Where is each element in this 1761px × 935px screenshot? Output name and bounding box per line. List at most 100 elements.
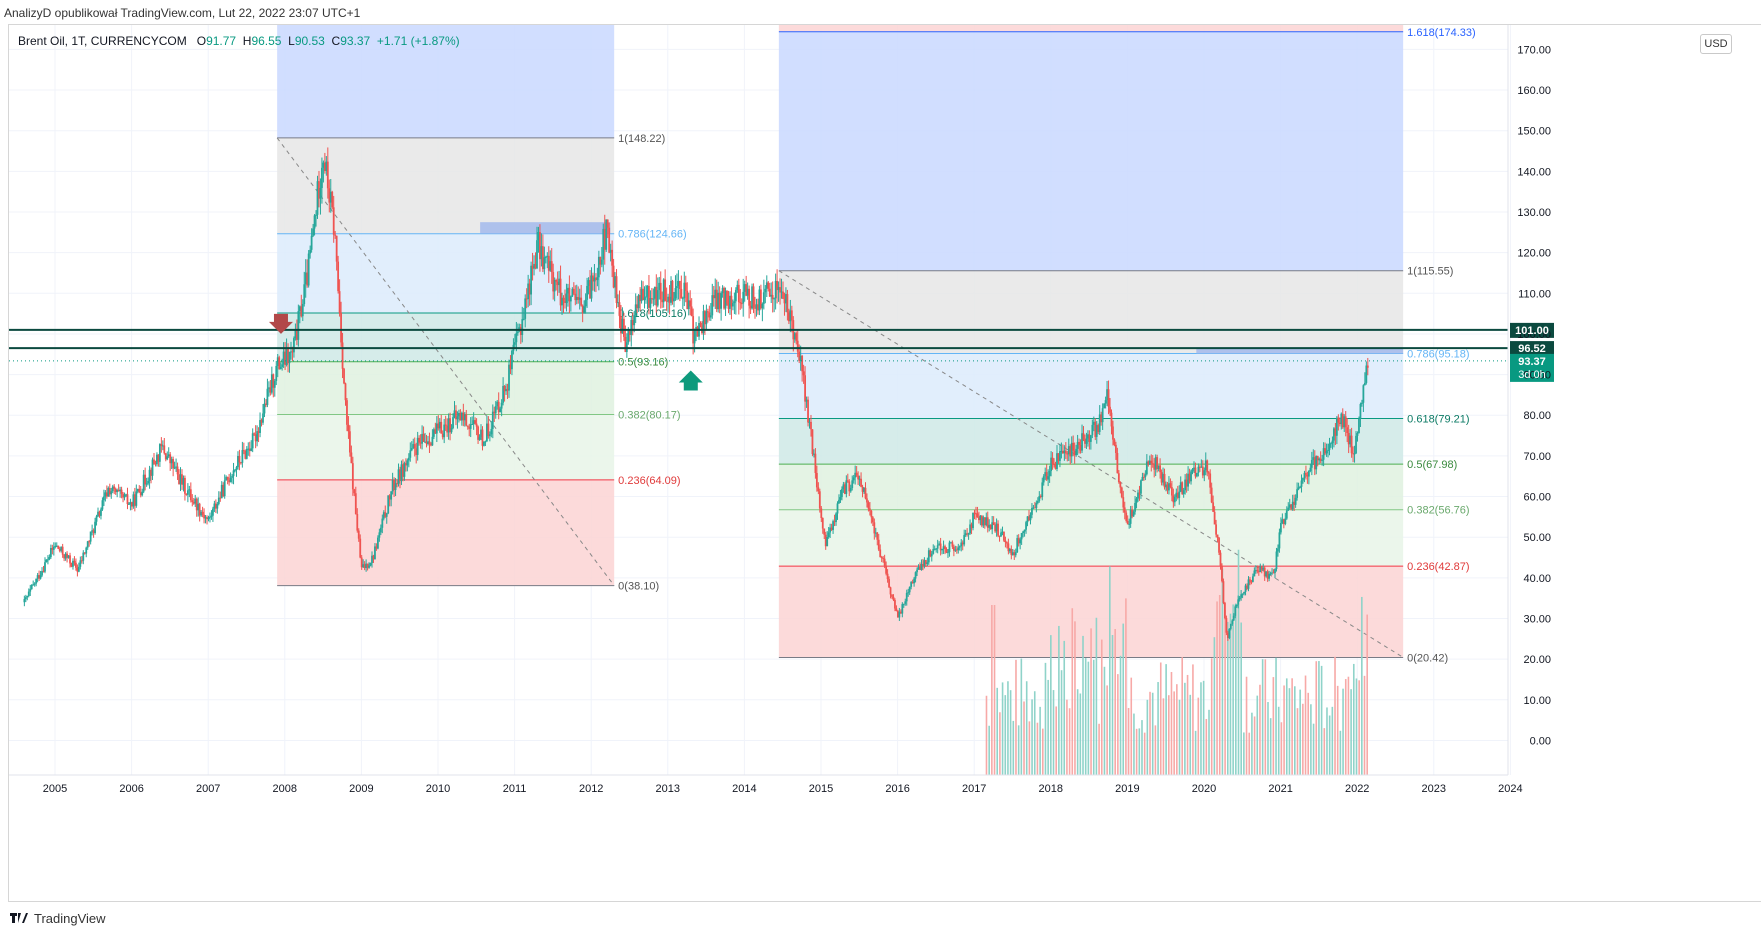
candle-body — [181, 474, 183, 485]
candle-body — [876, 532, 879, 540]
volume-bar — [1245, 676, 1248, 775]
symbol-name[interactable]: Brent Oil, 1T, CURRENCYCOM — [18, 34, 187, 48]
candle-body — [1182, 490, 1185, 495]
candle-body — [1250, 581, 1253, 583]
candle-body — [614, 276, 616, 288]
footer-brand: TradingView — [10, 911, 106, 926]
candle-body — [561, 297, 563, 306]
candle-body — [350, 452, 353, 464]
candle-body — [312, 228, 314, 236]
candle-body — [886, 573, 889, 580]
candle-body — [757, 304, 759, 311]
candle-body — [600, 259, 603, 265]
candle-body — [1316, 455, 1319, 461]
candle-body — [898, 611, 901, 618]
candle-body — [1031, 507, 1033, 515]
low-value: 90.53 — [294, 34, 325, 48]
candle-body — [642, 288, 644, 301]
candle-body — [133, 494, 136, 506]
candle-body — [26, 595, 29, 598]
candle-body — [343, 368, 345, 384]
candle-body — [681, 298, 684, 300]
candle-body — [894, 600, 896, 609]
candle-body — [391, 479, 394, 492]
fib2-level-label: 1.618(174.33) — [1407, 27, 1476, 39]
candle-body — [1257, 571, 1260, 573]
volume-bar — [1339, 730, 1342, 775]
candle-body — [704, 311, 706, 325]
candle-body — [1237, 599, 1240, 605]
candle-body — [913, 578, 915, 584]
candle-body — [558, 278, 560, 286]
candle-body — [459, 413, 462, 421]
volume-bar — [1320, 665, 1323, 775]
candle-body — [621, 318, 624, 334]
volume-bar — [1071, 608, 1074, 775]
candle-body — [1119, 482, 1122, 488]
candle-body — [534, 263, 537, 269]
candle-body — [926, 562, 929, 565]
candle-body — [1076, 441, 1079, 449]
volume-bar — [1344, 679, 1347, 775]
candle-body — [1067, 446, 1070, 455]
candle-body — [1333, 428, 1335, 441]
candle-body — [1191, 469, 1194, 472]
candle-body — [907, 592, 910, 594]
candle-body — [958, 546, 961, 548]
candle-body — [970, 524, 973, 529]
candle-body — [922, 564, 924, 566]
candle-body — [826, 536, 829, 547]
candle-body — [493, 411, 496, 414]
currency-button[interactable]: USD — [1700, 34, 1732, 54]
volume-bar — [1151, 692, 1154, 775]
candle-body — [138, 488, 141, 493]
candle-body — [954, 549, 957, 551]
volume-bar — [1315, 661, 1318, 775]
candle-body — [275, 365, 278, 381]
candle-body — [1117, 473, 1120, 483]
candle-body — [291, 351, 294, 353]
candle-body — [359, 538, 362, 558]
volume-bar — [1275, 657, 1277, 775]
candle-body — [466, 425, 469, 427]
candle-body — [546, 255, 549, 257]
candle-body — [1059, 451, 1061, 461]
candle-body — [852, 477, 855, 481]
candle-body — [671, 280, 674, 302]
candle-body — [827, 532, 830, 537]
candle-body — [465, 414, 468, 426]
candle-body — [406, 460, 409, 466]
candle-body — [1123, 507, 1126, 513]
candle-body — [1091, 424, 1094, 436]
candle-body — [1279, 523, 1282, 533]
candle-body — [499, 408, 502, 413]
candle-body — [194, 498, 197, 504]
candle-body — [1256, 570, 1259, 572]
candle-body — [1246, 585, 1248, 589]
candle-body — [462, 412, 465, 421]
candle-body — [549, 261, 552, 271]
volume-bar — [1165, 664, 1167, 775]
candle-body — [662, 279, 665, 303]
candle-body — [695, 327, 697, 330]
candle-body — [505, 388, 507, 392]
candle-body — [864, 487, 867, 499]
candle-body — [201, 511, 204, 515]
candle-body — [759, 289, 762, 309]
candle-body — [1047, 476, 1050, 480]
candle-body — [335, 235, 338, 262]
candle-body — [1145, 461, 1148, 475]
candle-body — [247, 448, 250, 450]
candle-body — [739, 302, 742, 304]
candle-body — [1328, 443, 1331, 450]
candle-body — [372, 555, 375, 560]
candle-body — [104, 492, 107, 497]
candle-body — [854, 472, 857, 478]
candle-body — [281, 364, 284, 367]
volume-bar — [1109, 566, 1111, 775]
candle-body — [1131, 509, 1134, 517]
candle-body — [1262, 567, 1265, 570]
candle-body — [1044, 472, 1047, 477]
candle-body — [1221, 565, 1223, 582]
